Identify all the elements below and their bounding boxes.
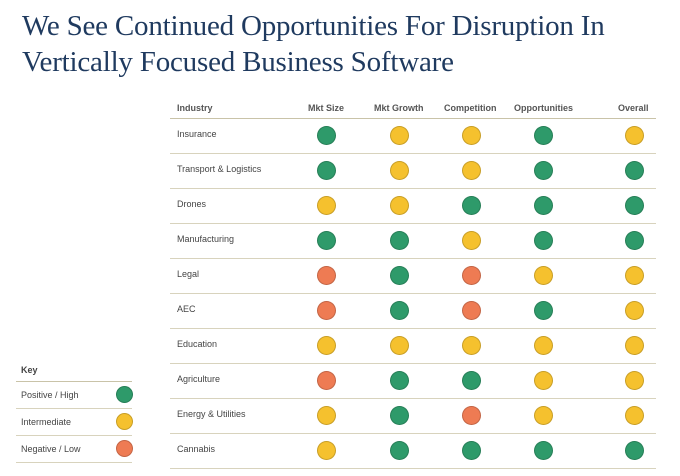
header-competition: Competition xyxy=(444,103,497,113)
mkt-growth-rating-dot xyxy=(390,266,409,285)
header-mkt-size: Mkt Size xyxy=(308,103,345,113)
opportunities-rating-dot xyxy=(534,126,553,145)
mkt-size-rating-dot xyxy=(317,441,336,460)
mkt-growth-rating-dot xyxy=(390,126,409,145)
opportunities-rating-dot xyxy=(534,371,553,390)
competition-rating-dot xyxy=(462,406,481,425)
table-row: Transport & Logistics xyxy=(170,154,656,189)
mkt-growth-rating-dot xyxy=(390,441,409,460)
mkt-growth-rating-dot xyxy=(390,231,409,250)
overall-rating-dot xyxy=(625,336,644,355)
table-row: Energy & Utilities xyxy=(170,399,656,434)
mkt-size-rating-dot xyxy=(317,196,336,215)
opportunities-rating-dot xyxy=(534,266,553,285)
mkt-size-rating-dot xyxy=(317,231,336,250)
opportunities-rating-dot xyxy=(534,301,553,320)
competition-rating-dot xyxy=(462,126,481,145)
overall-rating-dot xyxy=(625,161,644,180)
overall-rating-dot xyxy=(625,231,644,250)
table-row: Cannabis xyxy=(170,434,656,469)
overall-rating-dot xyxy=(625,371,644,390)
table-row: Manufacturing xyxy=(170,224,656,259)
mkt-size-rating-dot xyxy=(317,126,336,145)
competition-rating-dot xyxy=(462,266,481,285)
opportunities-rating-dot xyxy=(534,231,553,250)
table-row: Drones xyxy=(170,189,656,224)
header-industry: Industry xyxy=(177,103,213,113)
key-item: Positive / High xyxy=(16,382,133,409)
opportunities-rating-dot xyxy=(534,336,553,355)
mkt-growth-rating-dot xyxy=(390,301,409,320)
table-row: Insurance xyxy=(170,119,656,154)
mkt-size-rating-dot xyxy=(317,266,336,285)
mkt-growth-rating-dot xyxy=(390,196,409,215)
competition-rating-dot xyxy=(462,161,481,180)
header-mkt-growth: Mkt Growth xyxy=(374,103,424,113)
overall-rating-dot xyxy=(625,266,644,285)
header-opportunities: Opportunities xyxy=(514,103,573,113)
overall-rating-dot xyxy=(625,406,644,425)
overall-rating-dot xyxy=(625,126,644,145)
industry-label: Transport & Logistics xyxy=(177,164,262,174)
key-item-label: Intermediate xyxy=(21,417,72,427)
mkt-size-rating-dot xyxy=(317,301,336,320)
overall-rating-dot xyxy=(625,196,644,215)
table-row: AEC xyxy=(170,294,656,329)
mkt-size-rating-dot xyxy=(317,161,336,180)
industry-table: Industry Mkt Size Mkt Growth Competition… xyxy=(170,99,656,469)
table-row: Agriculture xyxy=(170,364,656,399)
table-row: Education xyxy=(170,329,656,364)
table-body: Insurance Transport & Logistics Drones Manu… xyxy=(170,119,656,469)
page-title: We See Continued Opportunities For Disru… xyxy=(22,8,672,80)
opportunities-rating-dot xyxy=(534,161,553,180)
industry-label: Insurance xyxy=(177,129,217,139)
mkt-growth-rating-dot xyxy=(390,336,409,355)
industry-label: Drones xyxy=(177,199,207,209)
mkt-growth-rating-dot xyxy=(390,371,409,390)
table-row: Legal xyxy=(170,259,656,294)
key-swatch-dot xyxy=(116,386,133,403)
key-swatch-dot xyxy=(116,440,133,457)
industry-label: Energy & Utilities xyxy=(177,409,246,419)
key-title: Key xyxy=(16,360,132,382)
title-line-1: We See Continued Opportunities For Disru… xyxy=(22,10,605,42)
key-item-label: Negative / Low xyxy=(21,444,81,454)
competition-rating-dot xyxy=(462,196,481,215)
industry-label: Legal xyxy=(177,269,200,279)
industry-label: Agriculture xyxy=(177,374,221,384)
key-item: Intermediate xyxy=(16,409,133,436)
mkt-size-rating-dot xyxy=(317,406,336,425)
mkt-size-rating-dot xyxy=(317,336,336,355)
title-line-2: Vertically Focused Business Software xyxy=(22,46,454,78)
mkt-growth-rating-dot xyxy=(390,161,409,180)
competition-rating-dot xyxy=(462,336,481,355)
industry-label: AEC xyxy=(177,304,196,314)
industry-label: Education xyxy=(177,339,218,349)
key-item: Negative / Low xyxy=(16,436,133,463)
key-swatch-dot xyxy=(116,413,133,430)
competition-rating-dot xyxy=(462,441,481,460)
legend-key: Key Positive / High Intermediate Negative … xyxy=(16,360,133,463)
competition-rating-dot xyxy=(462,231,481,250)
mkt-size-rating-dot xyxy=(317,371,336,390)
header-overall: Overall xyxy=(618,103,649,113)
key-item-label: Positive / High xyxy=(21,390,79,400)
industry-label: Cannabis xyxy=(177,444,216,454)
opportunities-rating-dot xyxy=(534,441,553,460)
key-body: Positive / High Intermediate Negative / Lo… xyxy=(16,382,133,463)
mkt-growth-rating-dot xyxy=(390,406,409,425)
competition-rating-dot xyxy=(462,371,481,390)
overall-rating-dot xyxy=(625,441,644,460)
opportunities-rating-dot xyxy=(534,406,553,425)
industry-label: Manufacturing xyxy=(177,234,235,244)
opportunities-rating-dot xyxy=(534,196,553,215)
overall-rating-dot xyxy=(625,301,644,320)
competition-rating-dot xyxy=(462,301,481,320)
table-header: Industry Mkt Size Mkt Growth Competition… xyxy=(170,99,656,119)
